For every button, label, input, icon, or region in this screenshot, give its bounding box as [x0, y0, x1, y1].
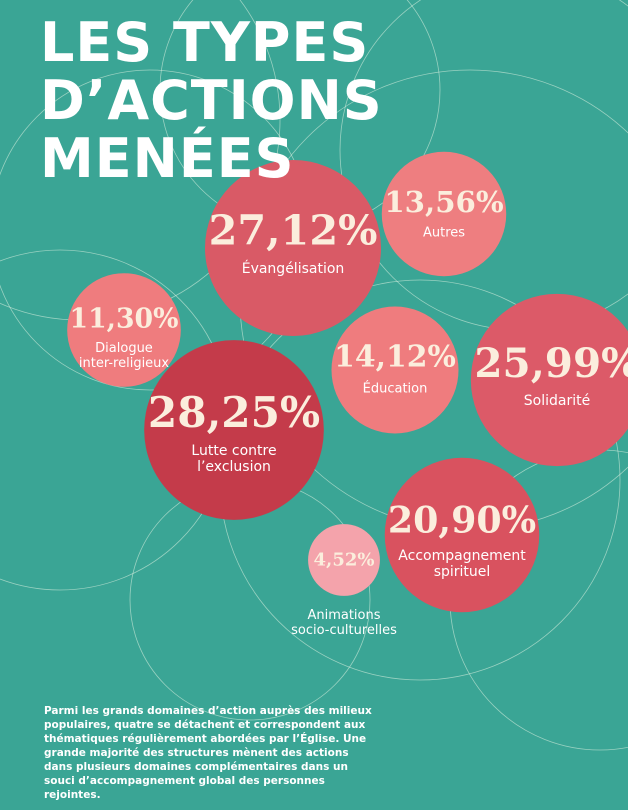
category-label: Autres	[422, 225, 466, 241]
category-label: Solidarité	[523, 392, 591, 409]
value-label: 13,56%	[384, 184, 504, 219]
bubble	[381, 151, 507, 277]
caption: Parmi les grands domaines d’action auprè…	[44, 705, 372, 801]
bubble	[331, 306, 459, 434]
title-line: MENÉES	[40, 127, 295, 190]
bubble	[67, 273, 181, 387]
value-label: 11,30%	[69, 303, 179, 335]
value-label: 4,52%	[313, 549, 375, 571]
value-label: 25,99%	[474, 338, 628, 387]
value-label: 14,12%	[334, 339, 456, 375]
value-label: 28,25%	[147, 387, 321, 438]
category-label: Dialogue inter-religieux	[78, 341, 170, 372]
category-label: Lutte contre l’exclusion	[191, 443, 277, 476]
title-line: LES TYPES	[40, 11, 370, 74]
bubble	[384, 457, 540, 613]
value-label: 27,12%	[208, 205, 378, 255]
bubble	[144, 340, 324, 520]
value-label: 20,90%	[387, 498, 537, 542]
bubble	[204, 159, 382, 337]
title-line: D’ACTIONS	[40, 69, 383, 132]
category-label: Évangélisation	[241, 261, 345, 278]
category-label: Animations socio-culturelles	[291, 607, 397, 638]
category-label: Accompagnement spirituel	[398, 547, 526, 580]
bubble	[308, 524, 380, 596]
category-label: Éducation	[362, 381, 428, 397]
bubble	[470, 293, 628, 467]
